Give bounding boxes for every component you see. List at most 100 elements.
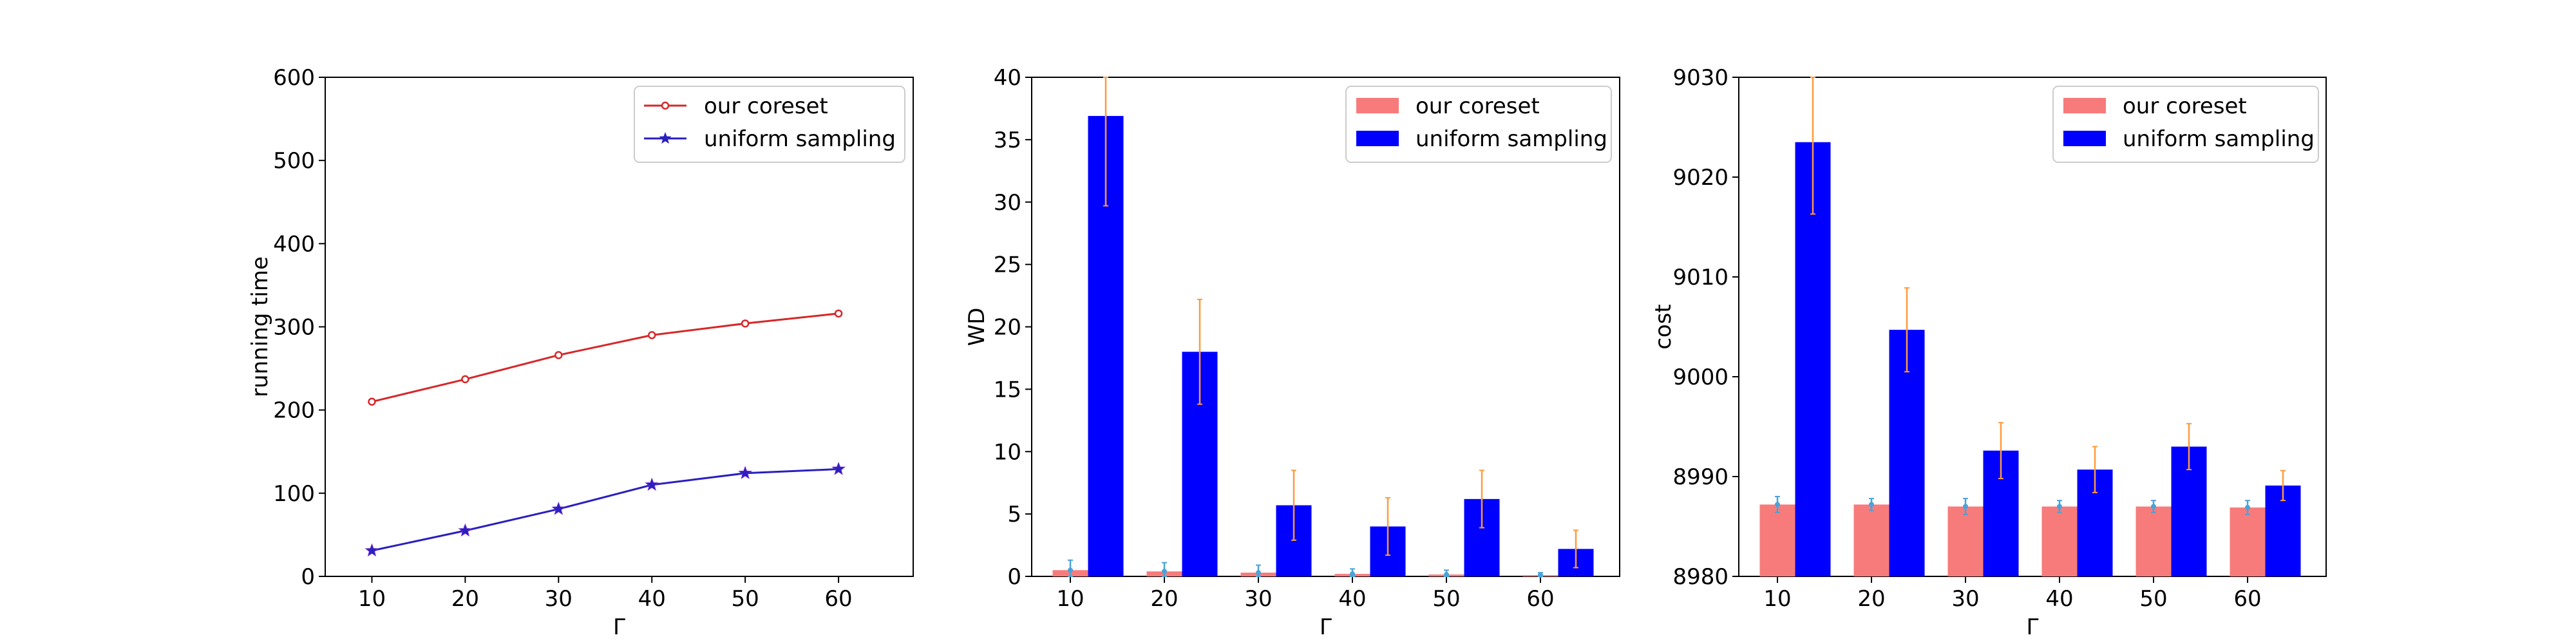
x-axis-label: Γ bbox=[613, 614, 625, 640]
x-tick-label: 30 bbox=[545, 586, 573, 612]
legend: our coreset uniform sampling bbox=[634, 86, 905, 163]
y-tick-label: 5 bbox=[1007, 502, 1021, 527]
y-axis-label: cost bbox=[1651, 304, 1676, 350]
y-tick-label: 0 bbox=[301, 564, 315, 590]
y-tick-label: 500 bbox=[273, 148, 315, 174]
x-tick-label: 60 bbox=[2233, 586, 2261, 612]
y-tick-label: 20 bbox=[994, 315, 1021, 341]
y-tick-label: 9020 bbox=[1672, 165, 1728, 191]
series-line-uniform-sampling bbox=[372, 468, 839, 552]
plot-frame bbox=[1738, 77, 2327, 577]
x-tick-label: 20 bbox=[451, 586, 479, 612]
data-point bbox=[741, 319, 750, 328]
y-tick-label: 100 bbox=[273, 481, 315, 507]
y-tick-label: 9010 bbox=[1672, 265, 1728, 290]
legend-label-uniform-sampling: uniform sampling bbox=[704, 126, 896, 152]
y-tick-label: 25 bbox=[994, 252, 1021, 278]
mean-marker bbox=[2057, 504, 2062, 509]
x-tick-label: 20 bbox=[1857, 586, 1885, 612]
bar-our-coreset bbox=[2230, 507, 2266, 576]
mean-marker bbox=[1444, 572, 1449, 578]
x-tick-label: 20 bbox=[1150, 586, 1178, 612]
legend-box bbox=[2052, 86, 2319, 163]
x-tick-label: 30 bbox=[1244, 586, 1272, 612]
data-point bbox=[645, 477, 659, 491]
y-tick-label: 30 bbox=[994, 190, 1021, 216]
data-point bbox=[738, 466, 753, 480]
x-tick-label: 40 bbox=[2045, 586, 2073, 612]
mean-marker bbox=[1775, 502, 1780, 507]
x-tick-label: 30 bbox=[1951, 586, 1979, 612]
series-line-our-coreset bbox=[372, 312, 839, 403]
data-point bbox=[461, 375, 469, 384]
x-tick-label: 50 bbox=[732, 586, 759, 612]
legend: our coreset uniform sampling bbox=[2052, 86, 2319, 163]
legend-label-our-coreset: our coreset bbox=[704, 93, 828, 119]
mean-marker bbox=[1963, 504, 1968, 509]
y-tick-label: 0 bbox=[1007, 564, 1021, 590]
y-tick-label: 9030 bbox=[1672, 65, 1728, 91]
y-tick-label: 600 bbox=[273, 65, 315, 91]
y-tick-label: 9000 bbox=[1672, 365, 1728, 390]
data-point bbox=[834, 309, 843, 318]
x-axis-label: Γ bbox=[1320, 614, 1332, 640]
legend-label-our-coreset: our coreset bbox=[1416, 93, 1540, 119]
data-point bbox=[368, 397, 376, 406]
bar-our-coreset bbox=[1853, 504, 1889, 576]
x-tick-label: 50 bbox=[2139, 586, 2167, 612]
legend-marker-uniform-sampling bbox=[659, 132, 672, 144]
mean-marker bbox=[1350, 571, 1355, 577]
x-tick-label: 40 bbox=[638, 586, 666, 612]
y-tick-label: 15 bbox=[994, 377, 1021, 402]
legend-swatch-uniform-sampling bbox=[2063, 131, 2106, 146]
x-tick-label: 60 bbox=[1526, 586, 1554, 612]
y-tick-label: 10 bbox=[994, 439, 1021, 465]
y-axis-label: WD bbox=[964, 308, 990, 346]
legend-label-uniform-sampling: uniform sampling bbox=[2123, 126, 2315, 152]
y-tick-label: 300 bbox=[273, 315, 315, 341]
data-point bbox=[551, 501, 566, 515]
data-point bbox=[831, 461, 846, 475]
data-point bbox=[554, 351, 563, 359]
y-axis-label: running time bbox=[247, 256, 273, 397]
mean-marker bbox=[2245, 505, 2250, 511]
legend-swatch-our-coreset bbox=[2063, 98, 2106, 113]
bar-our-coreset bbox=[1759, 504, 1795, 576]
data-point bbox=[647, 331, 656, 339]
x-tick-label: 50 bbox=[1432, 586, 1460, 612]
legend-label-our-coreset: our coreset bbox=[2123, 93, 2247, 119]
x-tick-label: 60 bbox=[824, 586, 852, 612]
mean-marker bbox=[1869, 502, 1874, 507]
bar-our-coreset bbox=[1947, 506, 1984, 576]
legend-label-uniform-sampling: uniform sampling bbox=[1416, 126, 1607, 152]
legend-box bbox=[634, 86, 905, 163]
mean-marker bbox=[1068, 567, 1073, 573]
x-axis-label: Γ bbox=[2027, 614, 2039, 640]
legend-swatch-uniform-sampling bbox=[1356, 131, 1399, 146]
mean-marker bbox=[2151, 504, 2156, 509]
legend-box bbox=[1345, 86, 1612, 163]
x-tick-label: 10 bbox=[1056, 586, 1084, 612]
x-tick-label: 40 bbox=[1338, 586, 1366, 612]
y-tick-label: 40 bbox=[994, 65, 1021, 91]
y-tick-label: 8980 bbox=[1672, 564, 1728, 590]
x-tick-label: 10 bbox=[358, 586, 386, 612]
x-tick-label: 10 bbox=[1763, 586, 1791, 612]
mean-marker bbox=[1162, 569, 1167, 574]
legend-marker-our-coreset bbox=[661, 101, 670, 110]
bar-our-coreset bbox=[2136, 506, 2172, 576]
legend: our coreset uniform sampling bbox=[1345, 86, 1612, 163]
bar-our-coreset bbox=[2041, 506, 2078, 576]
data-point bbox=[458, 523, 473, 537]
data-point bbox=[365, 543, 379, 557]
legend-swatch-our-coreset bbox=[1356, 98, 1399, 113]
y-tick-label: 400 bbox=[273, 231, 315, 257]
mean-marker bbox=[1256, 570, 1261, 576]
y-tick-label: 35 bbox=[994, 128, 1021, 153]
y-tick-label: 200 bbox=[273, 398, 315, 424]
mean-marker bbox=[1538, 573, 1543, 578]
